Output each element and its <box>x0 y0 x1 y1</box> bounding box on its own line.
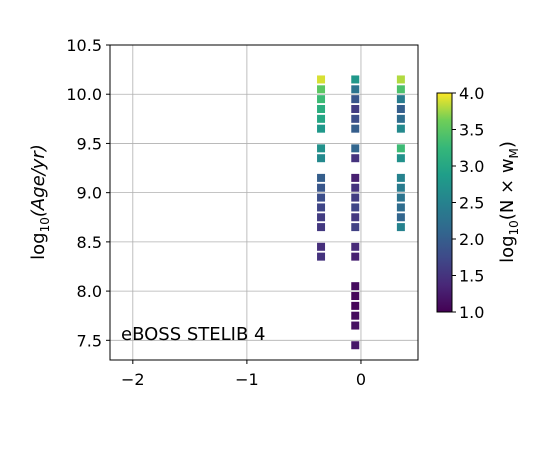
cbar-label-body: (N × w <box>497 158 518 220</box>
data-square <box>351 85 360 94</box>
data-square <box>396 223 405 232</box>
data-square <box>317 124 326 133</box>
data-square <box>351 193 360 202</box>
data-square <box>351 341 360 350</box>
data-square <box>317 85 326 94</box>
y-tick-label: 10.5 <box>66 36 102 55</box>
colorbar-ticks: 1.0 1.5 2.0 2.5 3.0 3.5 4.0 <box>452 84 484 322</box>
data-marks <box>317 75 405 350</box>
data-square <box>396 75 405 84</box>
plot-area <box>110 45 418 360</box>
cbar-label-sub: 10 <box>507 220 521 235</box>
data-square <box>351 301 360 310</box>
data-square <box>317 154 326 163</box>
data-square <box>317 144 326 153</box>
data-square <box>351 173 360 182</box>
y-label-body: (Age/yr) <box>28 144 49 217</box>
data-square <box>351 292 360 301</box>
colorbar-tick-label: 4.0 <box>459 84 484 103</box>
data-square <box>317 203 326 212</box>
y-tick-label: 8.0 <box>77 282 102 301</box>
y-axis-label: log10(Age/yr) <box>28 144 52 260</box>
data-square <box>351 114 360 123</box>
data-square <box>317 213 326 222</box>
data-square <box>351 321 360 330</box>
cbar-label-prefix: log <box>497 235 518 262</box>
data-square <box>351 223 360 232</box>
colorbar-tick-label: 1.5 <box>459 267 484 286</box>
data-square <box>396 203 405 212</box>
data-square <box>317 242 326 251</box>
data-square <box>396 85 405 94</box>
colorbar-tick-label: 3.0 <box>459 157 484 176</box>
y-tick-label: 7.5 <box>77 331 102 350</box>
y-tick-label: 9.0 <box>77 184 102 203</box>
data-square <box>351 183 360 192</box>
colorbar-tick-label: 3.5 <box>459 121 484 140</box>
data-square <box>396 114 405 123</box>
data-square <box>317 173 326 182</box>
data-square <box>351 282 360 291</box>
y-tick-label: 10.0 <box>66 85 102 104</box>
data-square <box>396 154 405 163</box>
colorbar-tick-label: 1.0 <box>459 303 484 322</box>
data-square <box>317 183 326 192</box>
data-square <box>351 124 360 133</box>
data-square <box>351 311 360 320</box>
colorbar-tick-label: 2.5 <box>459 194 484 213</box>
data-square <box>396 124 405 133</box>
y-label-sub: 10 <box>38 217 52 232</box>
y-tick-label: 9.5 <box>77 134 102 153</box>
data-square <box>351 203 360 212</box>
data-square <box>317 252 326 261</box>
data-square <box>317 104 326 113</box>
data-square <box>351 154 360 163</box>
y-tick-label: 8.5 <box>77 233 102 252</box>
data-square <box>351 95 360 104</box>
data-square <box>317 95 326 104</box>
colorbar-tick-label: 2.0 <box>459 230 484 249</box>
plot-frame <box>109 44 419 361</box>
data-square <box>351 104 360 113</box>
cbar-label-body-sub: M <box>507 148 521 158</box>
x-tick-label: 0 <box>356 370 366 389</box>
data-square <box>317 75 326 84</box>
data-square <box>351 75 360 84</box>
data-square <box>396 183 405 192</box>
y-axis: 7.5 8.0 8.5 9.0 9.5 10.0 10.5 <box>66 36 110 350</box>
data-square <box>317 223 326 232</box>
data-square <box>396 144 405 153</box>
data-square <box>396 104 405 113</box>
x-tick-label: −2 <box>121 370 145 389</box>
colorbar-label: log10(N × wM) <box>497 141 521 263</box>
colorbar <box>436 92 453 313</box>
data-square <box>351 252 360 261</box>
data-square <box>396 173 405 182</box>
data-square <box>396 213 405 222</box>
y-label-prefix: log <box>28 232 49 259</box>
data-square <box>351 242 360 251</box>
data-square <box>317 193 326 202</box>
data-square <box>351 213 360 222</box>
data-square <box>396 95 405 104</box>
chart-annotation: eBOSS STELIB 4 <box>121 324 266 345</box>
data-square <box>317 114 326 123</box>
data-square <box>351 144 360 153</box>
data-square <box>396 193 405 202</box>
cbar-label-end: ) <box>497 141 518 148</box>
x-axis: −2 −1 0 <box>121 360 366 389</box>
x-tick-label: −1 <box>235 370 259 389</box>
